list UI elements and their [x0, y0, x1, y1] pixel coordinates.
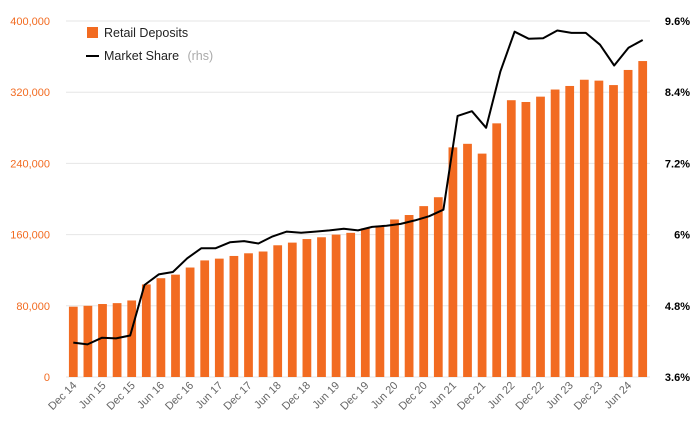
deposit-bar	[112, 303, 122, 377]
x-axis-tick-label: Dec 19	[338, 380, 371, 413]
market-share-line	[73, 29, 644, 346]
deposit-bar	[68, 306, 78, 377]
left-axis-tick-label: 240,000	[10, 158, 50, 170]
deposit-bar	[550, 89, 560, 377]
right-axis-tick-label: 9.6%	[665, 16, 690, 28]
deposit-bar	[214, 258, 224, 377]
gridlines	[66, 20, 650, 378]
deposit-bar	[200, 260, 210, 377]
deposit-bar	[492, 123, 502, 377]
deposit-bar	[433, 197, 443, 377]
legend-label-line-name: Market Share	[104, 49, 179, 63]
x-axis-tick-label: Dec 22	[513, 380, 546, 413]
x-axis-tick-label: Dec 16	[163, 380, 196, 413]
deposit-bar	[506, 100, 516, 378]
deposit-bar	[594, 80, 604, 377]
left-axis-tick-label: 160,000	[10, 230, 50, 242]
legend-label-bars: Retail Deposits	[104, 26, 188, 40]
legend-label-line: Market Share (rhs)	[104, 47, 213, 64]
right-axis-tick-label: 4.8%	[665, 301, 690, 313]
line-series-market-share	[73, 29, 644, 346]
deposit-bar	[638, 61, 648, 378]
legend: Retail Deposits Market Share (rhs)	[86, 26, 213, 64]
x-axis-tick-label: Dec 15	[105, 380, 138, 413]
deposit-bar	[258, 251, 268, 377]
deposit-bar	[229, 255, 239, 377]
bar-series-retail-deposits	[68, 61, 648, 378]
deposit-bar	[360, 228, 370, 377]
deposit-bar	[346, 232, 356, 377]
deposit-bar	[302, 239, 312, 377]
deposit-bar	[404, 215, 414, 377]
x-axis-tick-label: Jun 15	[77, 380, 109, 412]
deposit-bar	[463, 143, 472, 377]
x-axis-tick-label: Dec 14	[46, 380, 79, 413]
x-axis-tick-label: Jun 23	[544, 380, 576, 412]
deposit-bar	[536, 96, 545, 378]
deposit-bar	[287, 242, 297, 377]
x-axis-tick-label: Dec 23	[572, 380, 605, 413]
x-axis-tick-label: Jun 20	[369, 380, 401, 412]
left-axis-tick-label: 400,000	[10, 16, 50, 28]
deposit-bar	[477, 153, 487, 377]
x-axis-tick-label: Dec 18	[280, 380, 313, 413]
deposit-bar	[171, 274, 180, 377]
left-axis-tick-label: 320,000	[10, 87, 50, 99]
right-axis-tick-label: 3.6%	[665, 372, 690, 384]
deposit-bar	[98, 304, 107, 377]
legend-swatch-bars	[87, 27, 98, 38]
deposit-bar	[448, 147, 458, 377]
left-axis-tick-label: 80,000	[16, 301, 50, 313]
x-axis-tick-label: Dec 17	[221, 380, 254, 413]
x-axis-tick-label: Dec 20	[397, 380, 430, 413]
deposit-bar	[375, 225, 385, 377]
legend-label-line-suffix: (rhs)	[187, 49, 213, 63]
x-axis-tick-label: Jun 17	[194, 380, 226, 412]
deposit-bar	[141, 284, 151, 377]
right-axis-tick-label: 7.2%	[665, 158, 690, 170]
deposit-bar	[83, 305, 93, 377]
deposit-bar	[521, 101, 531, 378]
left-y-axis: 0 80,000 160,000 240,000 320,000 400,000	[10, 16, 50, 384]
deposit-bar	[185, 267, 195, 377]
x-axis-tick-label: Jun 16	[135, 380, 167, 412]
right-axis-tick-label: 8.4%	[665, 87, 690, 99]
right-axis-tick-label: 6%	[674, 230, 690, 242]
right-y-axis: 3.6% 4.8% 6% 7.2% 8.4% 9.6%	[665, 16, 690, 384]
deposit-bar	[390, 219, 399, 377]
deposit-bar	[244, 253, 253, 377]
x-axis-tick-label: Jun 19	[310, 380, 342, 412]
deposit-bar	[273, 245, 283, 377]
deposit-bar	[565, 85, 575, 377]
x-axis-tick-label: Jun 18	[252, 380, 284, 412]
deposit-bar	[331, 234, 341, 377]
x-axis-tick-label: Jun 21	[427, 380, 459, 412]
x-axis-tick-label: Jun 22	[486, 380, 518, 412]
deposit-bar	[156, 278, 166, 377]
deposit-bar	[623, 69, 633, 377]
left-axis-tick-label: 0	[44, 372, 50, 384]
deposit-bar	[127, 300, 137, 377]
deposit-bar	[317, 237, 326, 377]
deposit-bar	[579, 79, 589, 378]
deposit-bar	[609, 85, 618, 377]
x-axis-tick-label: Jun 24	[602, 380, 634, 412]
x-axis-tick-label: Dec 21	[455, 380, 488, 413]
deposit-bar	[419, 206, 429, 377]
